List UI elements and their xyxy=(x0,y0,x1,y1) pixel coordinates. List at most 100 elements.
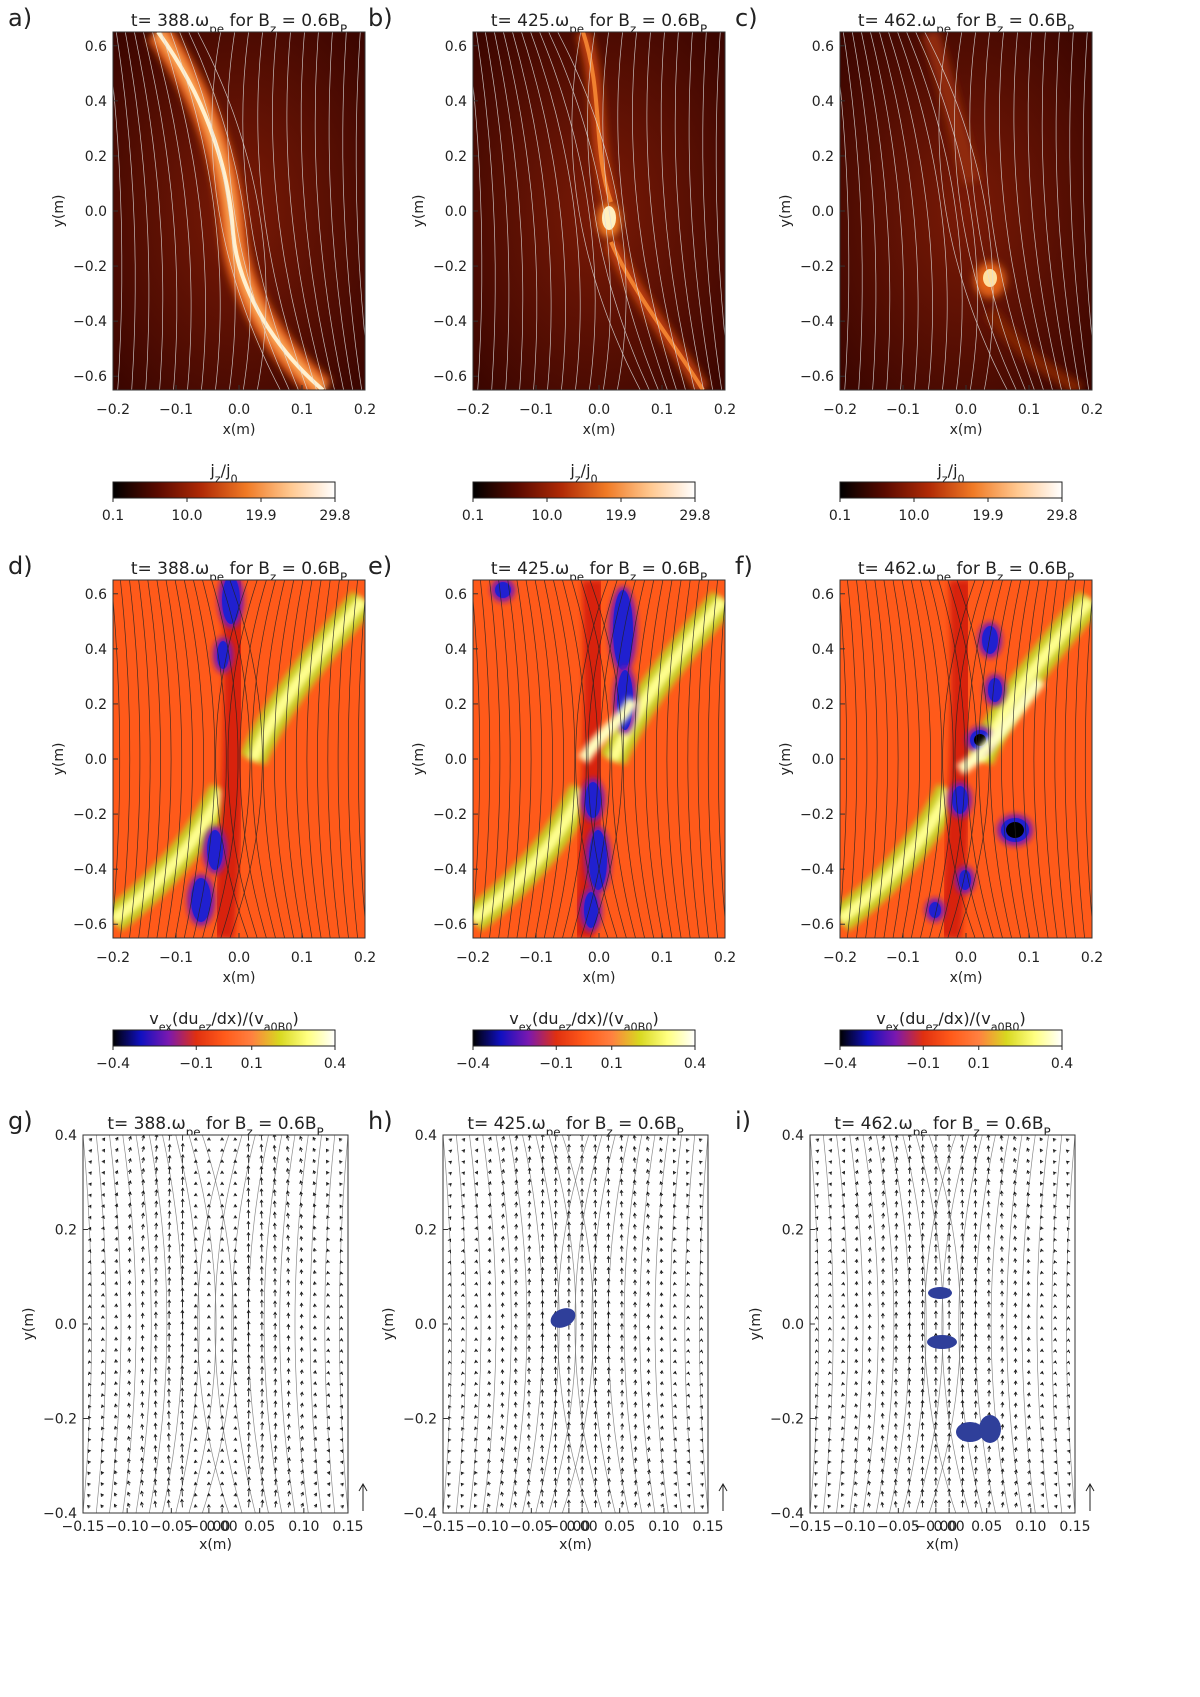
velocity-arrow-head xyxy=(527,1289,532,1294)
velocity-arrow-head xyxy=(973,1177,978,1182)
velocity-arrow-head xyxy=(633,1257,637,1261)
colorbar-tick-label: 0.1 xyxy=(829,508,851,524)
velocity-arrow-head xyxy=(127,1458,131,1462)
velocity-arrow-head xyxy=(193,1504,198,1508)
colorbar-tick-label: 29.8 xyxy=(679,508,710,524)
velocity-arrow-head xyxy=(527,1189,532,1194)
x-tick-label: 0.2 xyxy=(714,402,736,418)
velocity-arrow-head xyxy=(620,1345,624,1349)
velocity-arrow-head xyxy=(114,1181,119,1185)
velocity-arrow-head xyxy=(973,1322,978,1326)
velocity-arrow xyxy=(287,1179,289,1186)
velocity-arrow-head xyxy=(167,1154,172,1159)
velocity-arrow-head xyxy=(447,1227,452,1231)
field-line xyxy=(1082,32,1092,342)
velocity-arrow-head xyxy=(854,1503,858,1508)
velocity-arrow-head xyxy=(920,1344,925,1348)
velocity-arrow-head xyxy=(206,1337,211,1341)
velocity-arrow-head xyxy=(220,1403,225,1408)
velocity-arrow-head xyxy=(474,1326,479,1330)
velocity-arrow-head xyxy=(246,1242,251,1247)
velocity-arrow-head xyxy=(633,1334,638,1339)
velocity-arrow xyxy=(274,1423,277,1430)
velocity-arrow-head xyxy=(87,1282,92,1287)
velocity-arrow-head xyxy=(606,1333,611,1338)
velocity-arrow-head xyxy=(881,1190,886,1195)
velocity-arrow-head xyxy=(867,1435,872,1440)
velocity-arrow-head xyxy=(673,1415,677,1419)
velocity-arrow-head xyxy=(620,1489,625,1494)
velocity-arrow-head xyxy=(540,1422,545,1426)
velocity-arrow-head xyxy=(461,1160,466,1164)
velocity-arrow-head xyxy=(1013,1391,1018,1396)
velocity-arrow-head xyxy=(947,1455,952,1459)
velocity-arrow-head xyxy=(619,1234,624,1238)
velocity-arrow-head xyxy=(841,1281,846,1286)
velocity-arrow-head xyxy=(907,1500,911,1504)
field-line xyxy=(306,580,322,938)
velocity-arrow xyxy=(287,1235,289,1241)
velocity-arrow-head xyxy=(313,1392,317,1397)
velocity-arrow xyxy=(621,1479,623,1486)
heatmap xyxy=(473,580,725,938)
panel-f: f) t= 462.ωpe for Bz = 0.6BP−0.6−0.4−0.20… xyxy=(735,552,1103,986)
velocity-arrow xyxy=(514,1502,517,1508)
panel-a: a) t= 388.ωpe for Bz = 0.6BP−0.6−0.4−0.20… xyxy=(8,4,376,438)
velocity-arrow-head xyxy=(339,1404,343,1409)
y-tick-label: −0.6 xyxy=(73,917,107,933)
velocity-arrow xyxy=(142,1168,144,1174)
velocity-arrow-head xyxy=(272,1189,277,1193)
velocity-arrow-head xyxy=(259,1154,264,1159)
velocity-arrow-head xyxy=(854,1481,858,1485)
y-tick-label: 0.0 xyxy=(85,204,107,220)
velocity-arrow-head xyxy=(606,1177,611,1182)
velocity-arrow-head xyxy=(894,1189,899,1194)
velocity-arrow-head xyxy=(686,1271,691,1276)
velocity-arrow-head xyxy=(673,1215,677,1219)
field-line xyxy=(575,580,609,938)
velocity-arrow-head xyxy=(880,1401,885,1406)
velocity-arrow-head xyxy=(474,1137,479,1142)
field-line xyxy=(589,580,623,938)
velocity-arrow-head xyxy=(87,1293,92,1298)
velocity-arrow-head xyxy=(474,1170,478,1175)
velocity-arrow xyxy=(248,1477,250,1486)
velocity-arrow-head xyxy=(460,1249,465,1253)
field-line xyxy=(355,32,365,342)
velocity-arrow-head xyxy=(633,1368,638,1372)
velocity-arrow-head xyxy=(686,1293,691,1298)
velocity-arrow xyxy=(634,1469,637,1475)
velocity-arrow xyxy=(634,1480,637,1486)
velocity-arrow-head xyxy=(140,1501,144,1506)
velocity-arrow xyxy=(261,1211,263,1219)
velocity-arrow-head xyxy=(154,1135,159,1138)
velocity-arrow-head xyxy=(672,1348,677,1353)
velocity-arrow-head xyxy=(220,1381,225,1386)
velocity-arrow-head xyxy=(286,1434,291,1439)
velocity-arrow-head xyxy=(580,1165,584,1170)
colorbar-tick-label: −0.1 xyxy=(539,1056,573,1072)
velocity-arrow-head xyxy=(233,1170,238,1175)
velocity-arrow-head xyxy=(246,1253,251,1258)
velocity-arrow-head xyxy=(127,1213,132,1218)
velocity-arrow xyxy=(142,1135,145,1141)
velocity-arrow-head xyxy=(338,1138,343,1142)
field-line xyxy=(924,1135,957,1513)
colorbar-tick-label: 0.4 xyxy=(684,1056,706,1072)
velocity-arrow-head xyxy=(513,1334,518,1339)
velocity-arrow-head xyxy=(686,1260,691,1264)
velocity-arrow-head xyxy=(193,1203,198,1208)
velocity-arrow-head xyxy=(233,1270,238,1275)
velocity-arrow-head xyxy=(933,1466,938,1470)
field-line xyxy=(285,580,304,938)
velocity-arrow-head xyxy=(867,1402,872,1407)
velocity-arrow-head xyxy=(260,1477,265,1481)
x-tick-label: 0.2 xyxy=(1081,402,1103,418)
velocity-arrow-head xyxy=(339,1237,344,1242)
velocity-arrow xyxy=(528,1457,530,1464)
velocity-arrow-head xyxy=(326,1370,330,1375)
velocity-arrow-head xyxy=(593,1355,598,1359)
velocity-arrow-head xyxy=(101,1359,105,1364)
velocity-arrow-head xyxy=(881,1234,885,1239)
velocity-arrow-head xyxy=(474,1493,478,1497)
